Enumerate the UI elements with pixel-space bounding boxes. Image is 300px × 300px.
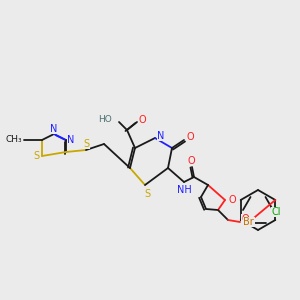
Text: S: S bbox=[144, 189, 150, 199]
Text: N: N bbox=[50, 124, 58, 134]
Text: Br: Br bbox=[243, 217, 254, 227]
Text: O: O bbox=[186, 132, 194, 142]
Text: HO: HO bbox=[98, 116, 112, 124]
Text: N: N bbox=[157, 131, 165, 141]
Text: O: O bbox=[187, 156, 195, 166]
Text: O: O bbox=[228, 195, 236, 205]
Text: Cl: Cl bbox=[272, 207, 281, 217]
Text: S: S bbox=[83, 139, 89, 149]
Text: CH₃: CH₃ bbox=[6, 136, 22, 145]
Text: NH: NH bbox=[177, 185, 191, 195]
Text: O: O bbox=[138, 115, 146, 125]
Text: S: S bbox=[33, 151, 39, 161]
Text: O: O bbox=[241, 214, 249, 224]
Text: N: N bbox=[67, 135, 75, 145]
